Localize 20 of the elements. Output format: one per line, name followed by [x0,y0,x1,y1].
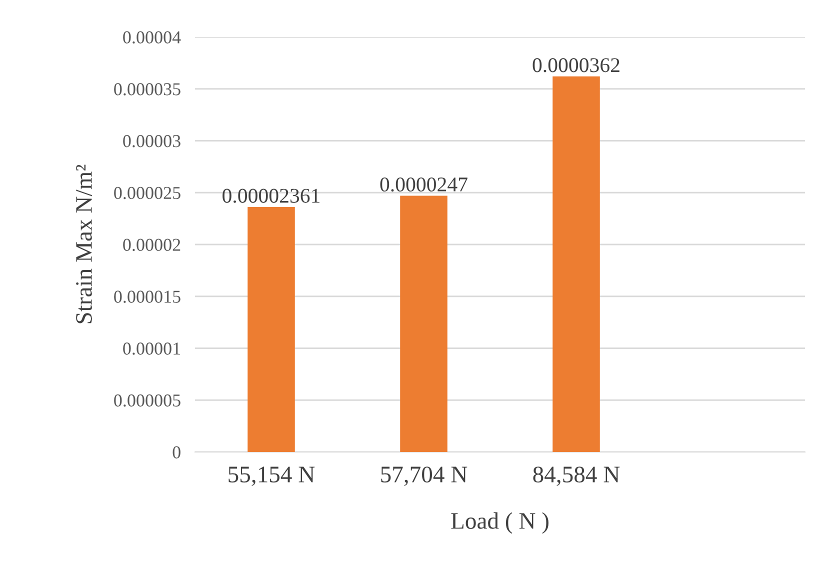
bar [400,196,448,452]
y-tick-label: 0.000005 [114,394,180,407]
y-axis-title: Strain Max N/m² [76,164,92,324]
bar [248,207,295,452]
y-tick-label: 0.00002 [123,238,180,252]
y-tick-label: 0.000025 [114,186,180,200]
y-tick-label: 0 [172,446,180,458]
data-label: 0.00002361 [222,188,320,203]
y-tick-label: 0.000035 [114,83,180,96]
data-label: 0.0000362 [532,58,620,72]
x-tick-label: 55,154 N [228,466,315,486]
y-tick-label: 0.00001 [123,342,180,355]
y-tick-label: 0.00004 [123,31,181,44]
x-axis-title: Load ( N ) [451,512,548,534]
x-tick-label: 84,584 N [533,466,620,486]
bar [552,76,600,452]
data-label: 0.0000247 [380,177,468,192]
y-tick-label: 0.000015 [114,290,180,303]
x-tick-label: 57,704 N [381,466,468,486]
y-tick-label: 0.00003 [123,135,180,148]
